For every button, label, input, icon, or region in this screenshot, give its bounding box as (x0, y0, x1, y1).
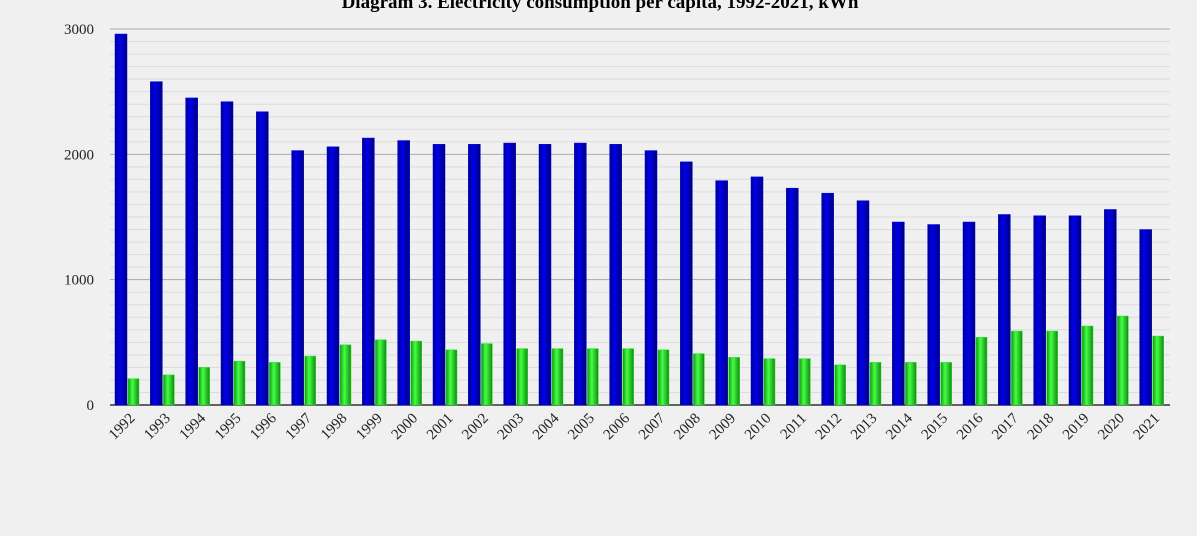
bar (375, 339, 387, 406)
x-tick-label: 1995 (212, 411, 245, 444)
bar (362, 137, 375, 406)
x-tick-label: 2003 (495, 411, 528, 444)
x-tick-label: 2021 (1131, 411, 1164, 444)
x-tick-label: 2019 (1060, 411, 1093, 444)
bar (1104, 209, 1117, 406)
bar (127, 378, 140, 406)
bar (233, 360, 246, 406)
x-tick-label: 2011 (778, 411, 810, 443)
bar (622, 348, 634, 406)
bar (397, 140, 410, 406)
x-tick-label: 1996 (247, 410, 280, 443)
bar (1068, 215, 1082, 406)
bar (587, 348, 599, 406)
bar (975, 337, 988, 406)
bar (574, 142, 587, 406)
y-tick-label: 1000 (64, 273, 94, 289)
bar (339, 344, 352, 406)
chart-title: Diagram 3. Electricity consumption per c… (342, 0, 859, 13)
x-tick-label: 2017 (989, 410, 1022, 443)
x-tick-label: 2012 (813, 411, 846, 444)
bar (1139, 229, 1152, 406)
x-tick-label: 2018 (1025, 411, 1058, 444)
bar (728, 357, 740, 406)
bar (163, 374, 175, 406)
bar (905, 362, 917, 406)
bar (503, 142, 516, 406)
bar (799, 358, 811, 406)
bar (940, 362, 952, 406)
bar (516, 348, 528, 406)
x-tick-label: 2016 (954, 410, 987, 443)
x-tick-label: 2013 (848, 411, 881, 444)
bar (1117, 315, 1129, 406)
bar (927, 224, 940, 406)
x-tick-label: 2008 (671, 411, 704, 444)
bar (1011, 330, 1023, 406)
bar (609, 144, 622, 406)
bar (763, 358, 776, 406)
bar (750, 176, 764, 406)
bar (834, 364, 846, 406)
bar (304, 355, 316, 406)
x-tick-label: 1999 (353, 411, 386, 444)
bar (538, 144, 552, 406)
bar (680, 161, 693, 406)
bar (856, 200, 870, 406)
x-tick-label: 1993 (141, 411, 174, 444)
x-tick-label: 2006 (601, 410, 634, 443)
bar (432, 144, 446, 406)
bar (291, 150, 304, 406)
bar (468, 144, 481, 406)
bar (1081, 325, 1094, 406)
bar (1152, 335, 1164, 406)
bar (445, 349, 458, 406)
bar (269, 362, 281, 406)
y-tick-label: 3000 (64, 22, 94, 38)
bar (821, 192, 834, 406)
x-tick-label: 2020 (1095, 411, 1128, 444)
y-tick-label: 0 (87, 398, 95, 414)
x-tick-label: 2000 (389, 411, 422, 444)
bar (220, 101, 234, 406)
bar (114, 33, 128, 406)
bar (998, 214, 1011, 406)
x-tick-label: 1994 (177, 410, 210, 443)
x-tick-label: 2004 (530, 410, 563, 443)
bar (657, 349, 670, 406)
x-tick-label: 2002 (459, 411, 492, 444)
x-tick-label: 2005 (565, 411, 598, 444)
bar (410, 340, 422, 406)
x-tick-label: 2015 (919, 411, 952, 444)
bar (150, 81, 163, 406)
bar (786, 187, 799, 406)
bar (715, 180, 728, 406)
y-tick-label: 2000 (64, 147, 94, 163)
bar (1046, 330, 1058, 406)
x-tick-label: 1992 (106, 411, 139, 444)
x-tick-label: 2009 (707, 411, 740, 444)
x-tick-label: 2010 (742, 411, 775, 444)
bar (693, 353, 705, 406)
bar (644, 150, 658, 406)
x-tick-label: 2014 (883, 410, 916, 443)
bar (551, 348, 564, 406)
bar (962, 221, 976, 406)
bar (481, 343, 493, 406)
bar (1033, 215, 1046, 406)
bar (892, 221, 905, 406)
x-tick-label: 1997 (283, 410, 316, 443)
bar (185, 97, 198, 406)
x-tick-label: 1998 (318, 411, 351, 444)
bar (326, 146, 340, 406)
x-tick-label: 2007 (636, 410, 669, 443)
x-tick-label: 2001 (424, 411, 457, 444)
bar (256, 111, 269, 406)
bar (198, 367, 210, 406)
bar (869, 362, 882, 406)
